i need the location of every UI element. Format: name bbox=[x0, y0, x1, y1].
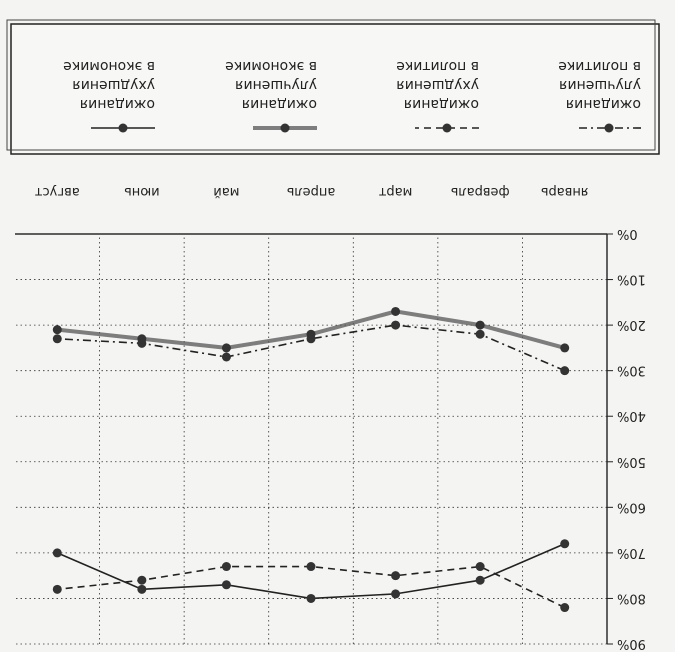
data-point bbox=[306, 562, 316, 572]
data-point bbox=[52, 334, 62, 344]
y-tick-label: 10% bbox=[617, 272, 646, 287]
data-point bbox=[560, 343, 570, 353]
data-point bbox=[137, 334, 147, 344]
legend-shadow bbox=[6, 19, 656, 151]
legend-marker bbox=[118, 123, 128, 133]
legend-box bbox=[10, 23, 660, 155]
data-point bbox=[137, 584, 147, 594]
data-point bbox=[52, 584, 62, 594]
y-tick-label: 50% bbox=[617, 454, 646, 469]
data-point bbox=[475, 575, 485, 585]
legend-label: ожиданияулучшенияв экономике bbox=[225, 58, 317, 112]
y-tick-label: 0% bbox=[617, 226, 638, 241]
data-point bbox=[221, 562, 231, 572]
data-point bbox=[306, 593, 316, 603]
x-tick-label: март bbox=[378, 184, 412, 199]
x-tick-label: май bbox=[213, 184, 239, 199]
y-tick-label: 90% bbox=[617, 636, 646, 651]
data-point bbox=[391, 306, 401, 316]
legend-marker bbox=[604, 123, 614, 133]
data-point bbox=[475, 562, 485, 572]
x-axis-labels: январь февраль март апрель май июнь август bbox=[34, 184, 588, 199]
data-point bbox=[475, 329, 485, 339]
data-point bbox=[560, 366, 570, 376]
x-tick-label: июнь bbox=[124, 184, 160, 199]
data-point bbox=[475, 320, 485, 330]
x-tick-label: февраль bbox=[451, 184, 510, 199]
data-point bbox=[560, 603, 570, 613]
data-point bbox=[221, 580, 231, 590]
legend-marker bbox=[280, 123, 290, 133]
y-tick-label: 20% bbox=[617, 317, 646, 332]
legend-marker bbox=[442, 123, 452, 133]
y-tick-label: 40% bbox=[617, 408, 646, 423]
data-point bbox=[391, 571, 401, 581]
legend-label: ожиданияухудшенияв экономике bbox=[63, 58, 155, 112]
data-point bbox=[137, 575, 147, 585]
data-point bbox=[560, 539, 570, 549]
data-point bbox=[221, 352, 231, 362]
data-point bbox=[52, 548, 62, 558]
legend-label: ожиданияулучшенияв политике bbox=[558, 58, 641, 112]
y-axis: 0% 10% 20% 30% 40% 50% 60% 70% 80% 90% bbox=[15, 226, 646, 651]
y-tick-label: 60% bbox=[617, 499, 646, 514]
x-tick-label: август bbox=[34, 184, 79, 199]
data-point bbox=[306, 329, 316, 339]
data-point bbox=[221, 343, 231, 353]
x-tick-label: январь bbox=[541, 184, 589, 199]
y-tick-label: 80% bbox=[617, 590, 646, 605]
data-point bbox=[391, 589, 401, 599]
y-tick-label: 30% bbox=[617, 363, 646, 378]
series-lines bbox=[52, 306, 570, 613]
x-tick-label: апрель bbox=[287, 184, 336, 199]
data-point bbox=[52, 325, 62, 335]
legend-label: ожиданияухудшенияв политике bbox=[396, 58, 479, 112]
data-point bbox=[391, 320, 401, 330]
y-tick-label: 70% bbox=[617, 545, 646, 560]
legend: ожиданияулучшенияв политике ожиданияухудш… bbox=[6, 19, 660, 155]
